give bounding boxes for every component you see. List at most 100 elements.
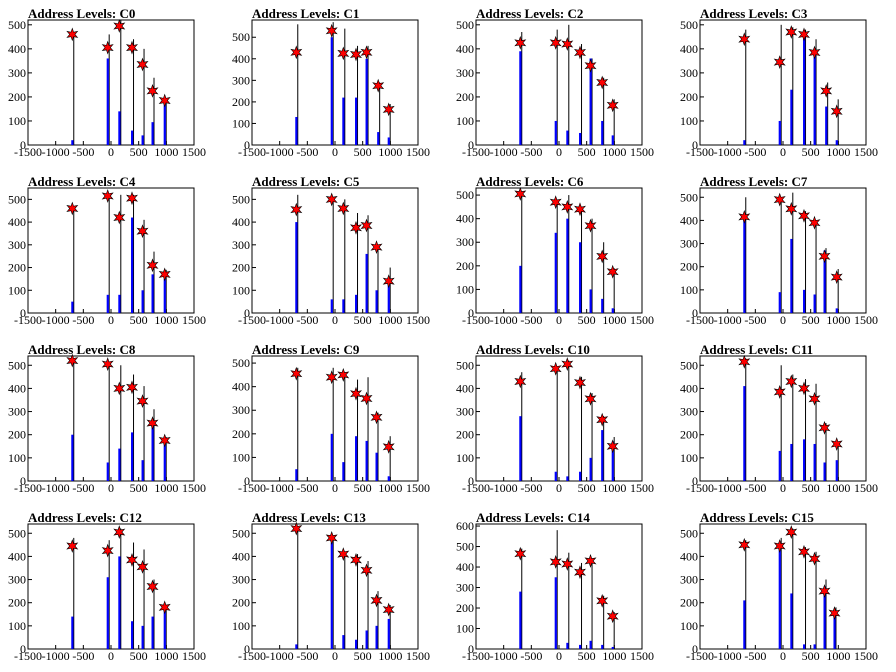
y-tick-label: 500	[456, 18, 474, 32]
histogram-svg: Address Levels: C13 0 100 200 300 400 500 -1500…	[232, 510, 430, 663]
plot-frame	[251, 187, 419, 314]
peak-marker	[830, 104, 843, 119]
peak-marker	[325, 23, 338, 38]
y-tick-label: 400	[8, 42, 26, 56]
x-tick-label: 1000	[826, 481, 850, 495]
x-tick-label: 1500	[182, 481, 206, 495]
spectrum-bar	[151, 616, 154, 649]
chart-title: Address Levels: C9	[252, 342, 360, 357]
peak-marker	[382, 274, 395, 289]
spectrum-bar	[141, 460, 144, 481]
peak-marker	[828, 606, 841, 621]
spectrum-bar	[295, 644, 298, 649]
y-tick-label: 300	[8, 573, 26, 587]
y-tick-label: 300	[8, 405, 26, 419]
spectrum-bar	[813, 294, 816, 313]
spectrum-bar	[835, 140, 838, 145]
peak-marker	[349, 386, 363, 401]
peak-marker	[797, 27, 811, 42]
x-tick-label: 500	[130, 649, 148, 663]
peak-marker	[382, 102, 395, 117]
histogram-panel: Address Levels: C14 0 100 200 300 400 500 600 -1…	[448, 504, 672, 672]
x-tick-label: -1000	[42, 649, 70, 663]
spectrum-bar	[342, 97, 345, 145]
x-tick-label: 500	[354, 313, 372, 327]
spectrum-bar	[330, 299, 333, 313]
x-tick-label: 1500	[406, 145, 430, 159]
spectrum-bar	[118, 448, 121, 481]
histogram-panel: Address Levels: C6 0 100 200 300 400 500 -1500-…	[448, 168, 672, 336]
peak-marker	[785, 374, 798, 389]
spectrum-bar	[295, 116, 298, 145]
spectrum-bar	[377, 132, 380, 145]
histogram-svg: Address Levels: C90100200300400500-1500-…	[232, 342, 430, 495]
y-tick-label: 100	[680, 619, 698, 633]
spectrum-bar	[611, 308, 614, 313]
histogram-panel: Address Levels: C10 0 100 200 300 400 500 -1500…	[448, 336, 672, 504]
spectrum-bar	[106, 577, 109, 649]
peak-marker	[325, 530, 338, 545]
y-tick-label: 500	[232, 30, 250, 44]
y-tick-label: 400	[232, 380, 250, 394]
y-tick-label: 300	[232, 73, 250, 87]
peak-marker	[113, 381, 126, 396]
peak-marker	[146, 416, 159, 431]
y-tick-label: 100	[456, 282, 474, 296]
y-tick-label: 300	[8, 66, 26, 80]
spectrum-bar	[330, 542, 333, 649]
peak-marker	[830, 437, 843, 451]
peak-marker	[360, 563, 373, 578]
spectrum-bar	[579, 471, 582, 481]
peak-marker	[596, 412, 609, 427]
spectrum-bar	[387, 281, 390, 313]
y-tick-label: 200	[680, 260, 698, 274]
spectrum-bar	[355, 436, 358, 481]
x-tick-label: 500	[802, 481, 820, 495]
plot-frame	[475, 355, 643, 482]
peak-marker	[596, 249, 609, 264]
spectrum-bar	[295, 222, 298, 313]
y-tick-label: 500	[456, 188, 474, 202]
peak-marker	[349, 552, 363, 567]
y-tick-label: 300	[456, 405, 474, 419]
histogram-svg: Address Levels: C11 0 100 200 300 400 500 -1500…	[680, 342, 878, 495]
x-tick-label: -1000	[490, 481, 518, 495]
peak-marker	[372, 78, 385, 93]
spectrum-bar	[823, 250, 826, 313]
x-tick-label: -1000	[266, 481, 294, 495]
peak-marker	[797, 208, 811, 223]
y-tick-label: 200	[456, 90, 474, 104]
x-tick-label: 0	[556, 481, 562, 495]
x-tick-label: 1000	[378, 649, 402, 663]
x-tick-label: 0	[556, 145, 562, 159]
peak-marker	[382, 439, 395, 454]
x-tick-label: 500	[354, 145, 372, 159]
x-tick-label: -1500	[14, 649, 42, 663]
y-tick-label: 200	[8, 90, 26, 104]
spectrum-bar	[778, 450, 781, 481]
plot-frame	[699, 187, 867, 314]
peak-marker	[606, 609, 619, 624]
y-tick-label: 100	[680, 114, 698, 128]
chart-title: Address Levels: C1	[252, 6, 359, 21]
x-tick-label: -500	[520, 313, 542, 327]
spectrum-bar	[106, 58, 109, 145]
peak-marker	[785, 25, 798, 39]
y-tick-label: 0	[692, 306, 698, 320]
peak-marker	[573, 202, 587, 217]
peak-marker	[382, 602, 395, 617]
x-tick-label: -500	[744, 649, 766, 663]
spectrum-bar	[519, 416, 522, 481]
chart-title: Address Levels: C6	[476, 174, 584, 189]
x-tick-label: 1000	[602, 649, 626, 663]
x-tick-label: 0	[108, 313, 114, 327]
peak-marker	[113, 525, 126, 540]
x-tick-label: -1000	[266, 649, 294, 663]
y-tick-label: 0	[468, 642, 474, 656]
x-tick-label: 500	[802, 649, 820, 663]
peak-marker	[606, 98, 619, 113]
y-tick-label: 100	[680, 451, 698, 465]
y-tick-label: 200	[680, 428, 698, 442]
x-tick-label: 500	[130, 145, 148, 159]
y-tick-label: 400	[8, 381, 26, 395]
